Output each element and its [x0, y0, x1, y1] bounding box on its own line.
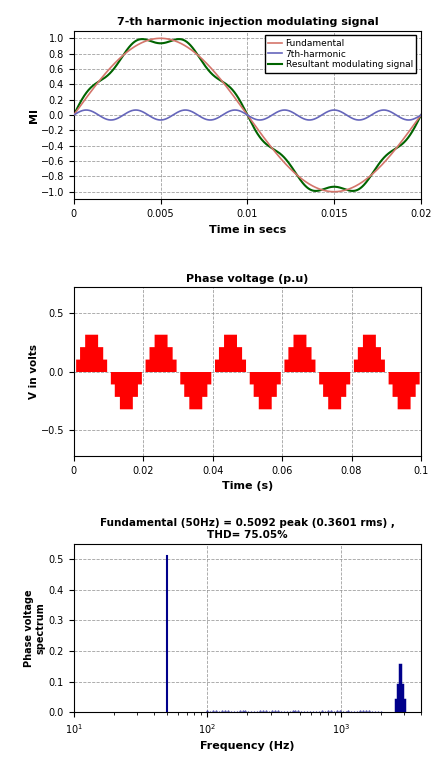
Fundamental — [330, 187, 335, 196]
7th-harmonic — [232, 106, 237, 115]
Resultant modulating signal — [357, 185, 362, 194]
Title: 7-th harmonic injection modulating signal: 7-th harmonic injection modulating signa… — [117, 17, 378, 27]
X-axis label: Time (s): Time (s) — [222, 481, 273, 491]
X-axis label: Time in secs: Time in secs — [209, 224, 286, 234]
Y-axis label: Phase voltage
spectrum: Phase voltage spectrum — [24, 589, 46, 667]
Resultant modulating signal — [279, 151, 285, 160]
7th-harmonic — [330, 106, 335, 115]
7th-harmonic — [204, 115, 209, 124]
Fundamental — [297, 172, 302, 182]
Fundamental — [204, 59, 209, 68]
Resultant modulating signal — [350, 186, 355, 195]
7th-harmonic — [418, 110, 424, 119]
7th-harmonic — [134, 106, 139, 115]
Fundamental — [71, 110, 76, 119]
Fundamental — [357, 179, 362, 188]
Resultant modulating signal — [71, 110, 76, 119]
Fundamental — [332, 187, 337, 196]
7th-harmonic — [257, 116, 263, 125]
Line: Resultant modulating signal: Resultant modulating signal — [74, 39, 421, 191]
Resultant modulating signal — [418, 110, 424, 119]
Resultant modulating signal — [139, 34, 145, 44]
Legend: Fundamental, 7th-harmonic, Resultant modulating signal: Fundamental, 7th-harmonic, Resultant mod… — [265, 35, 417, 73]
Y-axis label: MI: MI — [29, 107, 39, 123]
Fundamental — [418, 110, 424, 119]
Fundamental — [279, 155, 285, 165]
7th-harmonic — [279, 106, 285, 115]
Resultant modulating signal — [134, 36, 139, 45]
Resultant modulating signal — [330, 182, 335, 192]
Resultant modulating signal — [204, 63, 209, 72]
Title: Fundamental (50Hz) = 0.5092 peak (0.3601 rms) ,
THD= 75.05%: Fundamental (50Hz) = 0.5092 peak (0.3601… — [100, 519, 395, 540]
7th-harmonic — [297, 112, 302, 121]
Line: 7th-harmonic: 7th-harmonic — [74, 110, 421, 120]
Resultant modulating signal — [297, 175, 302, 184]
Fundamental — [158, 34, 163, 43]
X-axis label: Frequency (Hz): Frequency (Hz) — [200, 741, 295, 751]
Fundamental — [134, 41, 139, 50]
Y-axis label: V in volts: V in volts — [29, 344, 39, 399]
Line: Fundamental: Fundamental — [74, 38, 421, 192]
7th-harmonic — [357, 116, 362, 125]
7th-harmonic — [71, 110, 76, 119]
Title: Phase voltage (p.u): Phase voltage (p.u) — [186, 273, 309, 283]
